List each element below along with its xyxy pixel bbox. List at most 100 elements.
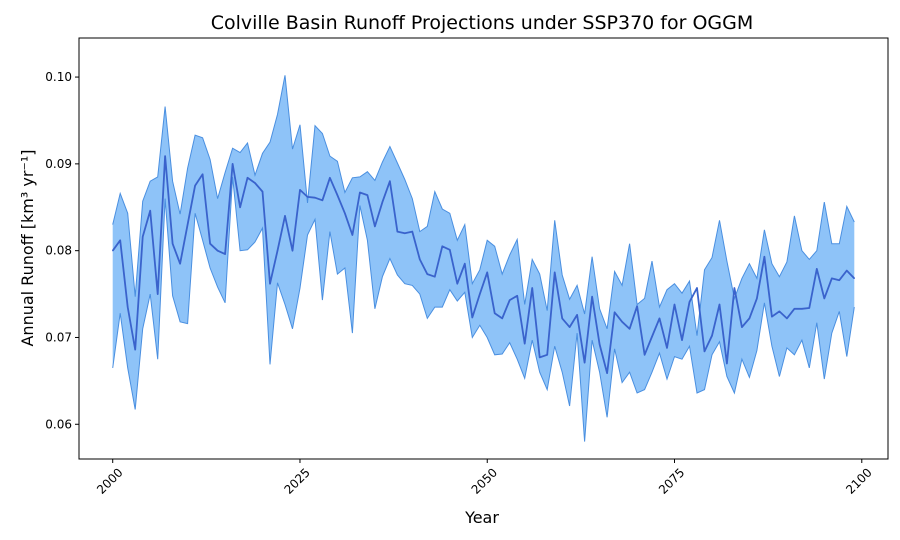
mean-point: [688, 301, 691, 303]
mean-point: [494, 312, 496, 314]
mean-point: [853, 277, 855, 279]
mean-point: [756, 297, 758, 299]
mean-point: [217, 250, 219, 252]
plot-frame: [78, 37, 889, 460]
mean-point: [801, 308, 803, 310]
mean-point: [314, 197, 316, 199]
mean-point: [127, 306, 129, 308]
mean-point: [179, 263, 181, 265]
mean-point: [464, 263, 466, 265]
mean-point: [711, 335, 713, 337]
mean-point: [576, 314, 578, 316]
mean-point: [569, 326, 571, 328]
y-tick-label: 0.08: [45, 244, 72, 258]
mean-point: [816, 268, 818, 270]
mean-point: [516, 295, 518, 297]
mean-point: [321, 199, 323, 201]
series-band: [112, 75, 855, 442]
mean-point: [426, 273, 428, 275]
mean-point: [733, 287, 736, 289]
mean-point: [606, 372, 608, 374]
mean-point: [261, 191, 264, 193]
mean-point: [726, 362, 728, 365]
mean-point: [509, 299, 511, 301]
mean-point: [786, 317, 788, 319]
x-axis-label: Year: [464, 508, 499, 527]
mean-point: [636, 305, 638, 307]
mean-point: [763, 256, 766, 258]
mean-point: [149, 210, 151, 212]
mean-point: [246, 177, 249, 179]
y-axis-label: Annual Runoff [km³ yr⁻¹]: [18, 149, 37, 346]
mean-point: [471, 316, 473, 319]
mean-point: [441, 245, 443, 247]
mean-point: [591, 296, 593, 298]
mean-point: [703, 350, 706, 352]
mean-point: [299, 189, 301, 191]
mean-point: [673, 303, 676, 306]
mean-point: [396, 231, 398, 233]
mean-point: [718, 303, 721, 306]
mean-point: [404, 232, 406, 234]
mean-point: [224, 253, 226, 255]
mean-point: [202, 173, 204, 175]
mean-point: [621, 321, 623, 323]
mean-point: [546, 354, 548, 356]
mean-point: [366, 194, 368, 196]
mean-point: [681, 339, 683, 341]
mean-point: [793, 308, 796, 310]
mean-point: [486, 271, 488, 273]
y-tick-label: 0.09: [45, 157, 72, 171]
mean-point: [411, 231, 413, 233]
mean-point: [554, 271, 556, 273]
mean-point: [644, 354, 646, 356]
mean-point: [823, 297, 825, 299]
mean-point: [329, 177, 331, 179]
mean-point: [599, 343, 601, 345]
mean-point: [479, 293, 481, 295]
mean-point: [119, 239, 121, 241]
mean-point: [381, 201, 383, 203]
y-tick-label: 0.10: [45, 70, 72, 84]
mean-point: [269, 283, 271, 285]
mean-point: [629, 328, 631, 330]
mean-point: [291, 250, 294, 252]
mean-point: [232, 163, 234, 165]
mean-point: [336, 194, 338, 196]
mean-point: [658, 317, 661, 319]
series-mean-line: [111, 155, 855, 375]
mean-point: [501, 317, 503, 319]
mean-point: [524, 343, 526, 345]
mean-point: [831, 277, 833, 279]
mean-point: [276, 250, 279, 252]
mean-point: [134, 349, 136, 351]
mean-point: [748, 317, 751, 319]
mean-point: [284, 215, 286, 217]
mean-point: [846, 270, 848, 272]
plot-area: [111, 75, 855, 442]
mean-point: [209, 243, 211, 245]
mean-point: [419, 258, 421, 260]
mean-point: [771, 316, 773, 318]
y-tick-label: 0.07: [45, 331, 72, 345]
mean-point: [584, 362, 586, 364]
mean-point: [838, 279, 840, 281]
mean-point: [306, 196, 309, 198]
mean-point: [531, 287, 533, 289]
mean-point: [239, 206, 241, 208]
mean-point: [456, 283, 458, 285]
mean-point: [142, 236, 144, 238]
mean-point: [164, 155, 166, 157]
mean-point: [374, 225, 376, 227]
mean-point: [359, 191, 361, 194]
y-tick-label: 0.06: [45, 417, 72, 431]
mean-point: [539, 356, 541, 358]
mean-point: [666, 347, 668, 349]
mean-point: [808, 307, 810, 309]
series-lower-edge: [112, 176, 855, 442]
chart-title: Colville Basin Runoff Projections under …: [211, 12, 754, 34]
y-axis: 0.06 0.07 0.08 0.09 0.10: [45, 70, 79, 431]
mean-point: [651, 336, 653, 338]
mean-point: [449, 249, 451, 251]
